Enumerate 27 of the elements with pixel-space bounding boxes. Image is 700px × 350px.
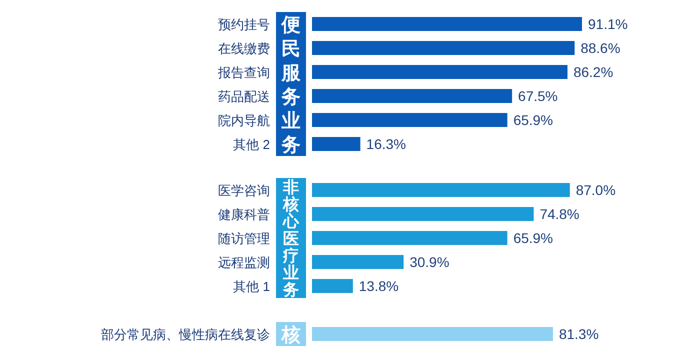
data-label: 16.3%	[366, 136, 406, 152]
data-label: 91.1%	[588, 16, 628, 32]
y-tick-label: 其他 1	[233, 279, 270, 294]
y-tick-label: 远程监测	[218, 255, 270, 270]
y-tick-label: 在线缴费	[218, 41, 270, 56]
data-label: 74.8%	[540, 206, 580, 222]
y-tick-label: 药品配送	[218, 89, 270, 104]
text: 核	[280, 324, 300, 346]
y-tick-label: 院内导航	[218, 113, 270, 128]
y-tick-label: 部分常见病、慢性病在线复诊	[101, 327, 270, 342]
data-label: 13.8%	[358, 278, 399, 294]
data-label: 88.6%	[580, 40, 620, 56]
y-tick-label: 健康科普	[218, 207, 270, 222]
data-label: 81.3%	[558, 326, 599, 342]
data-label: 30.9%	[410, 254, 450, 270]
y-tick-label: 预约挂号	[218, 17, 270, 32]
y-tick-label: 其他 2	[233, 137, 270, 152]
text: 非核心医疗业务	[282, 178, 300, 300]
y-tick-label: 医学咨询	[218, 183, 270, 198]
y-tick-label: 随访管理	[218, 231, 270, 246]
data-label: 67.5%	[518, 88, 558, 104]
data-label: 65.9%	[513, 112, 554, 128]
y-tick-label: 报告查询	[217, 65, 270, 80]
data-label: 86.2%	[573, 64, 614, 80]
text: 便民服务业务	[280, 14, 302, 156]
data-label: 87.0%	[576, 182, 616, 198]
data-label: 65.9%	[513, 230, 554, 246]
